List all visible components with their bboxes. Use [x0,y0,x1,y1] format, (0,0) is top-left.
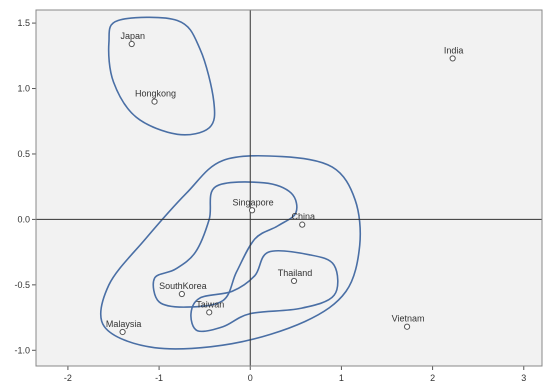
point-southkorea [178,290,185,298]
plot-area [36,10,542,366]
y-tick-label: 0.5 [17,149,30,159]
point-label-singapore: Singapore [233,197,274,207]
cluster-contours [99,16,362,350]
y-tick-label: 1.0 [17,84,30,94]
x-tick-label: -2 [64,373,72,383]
point-label-india: India [444,45,464,55]
y-tick-label: -0.5 [14,280,30,290]
x-tick-label: 0 [248,373,253,383]
point-label-hongkong: Hongkong [135,89,176,99]
point-label-japan: Japan [120,31,145,41]
point-malaysia [119,328,126,336]
x-tick-label: -1 [155,373,163,383]
point-singapore [248,207,256,214]
point-japan [128,40,135,48]
y-tick-label: 0.0 [17,214,30,224]
cluster-contour-2 [99,154,362,350]
point-label-china: China [291,212,315,222]
point-hongkong [151,98,158,105]
plot-border [35,9,543,367]
x-tick-label: 2 [430,373,435,383]
point-label-vietnam: Vietnam [392,314,425,324]
x-tick-label: 3 [521,373,526,383]
y-tick-label: 1.5 [17,18,30,28]
data-points: Japan Hongkong India Singapore China Thailand… [106,31,464,336]
x-tick-label: 1 [339,373,344,383]
point-india [449,55,456,62]
point-taiwan [206,309,213,316]
y-tick-label: -1.0 [14,345,30,355]
point-vietnam [403,323,411,330]
cluster-contour-1 [107,16,216,136]
point-label-southkorea: SouthKorea [159,281,207,291]
y-axis: 1.5 1.0 0.5 0.0 -0.5 -1.0 [14,18,36,355]
point-label-taiwan: Taiwan [196,299,224,309]
cluster-contour-4 [190,249,339,333]
x-axis: -2 -1 0 1 2 3 [64,366,526,383]
point-china [299,221,306,228]
cluster-contour-3 [152,181,298,308]
point-thailand [290,277,298,285]
point-label-thailand: Thailand [278,268,313,278]
reference-lines [36,10,542,366]
point-label-malaysia: Malaysia [106,319,142,329]
